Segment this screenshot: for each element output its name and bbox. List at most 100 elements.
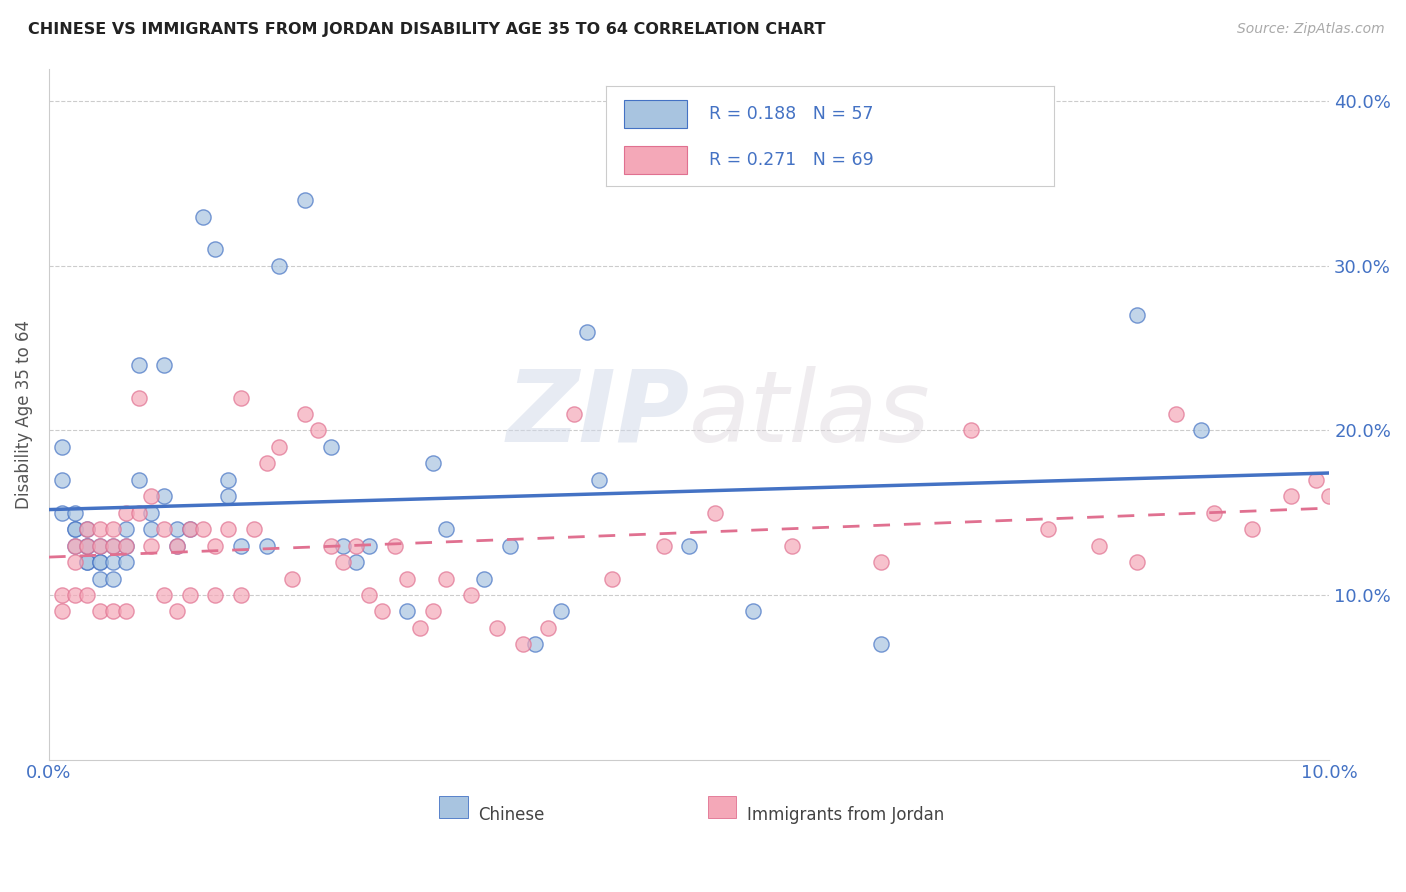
Point	[524, 637, 547, 651]
Point	[434, 522, 457, 536]
Point	[89, 539, 111, 553]
Point	[256, 456, 278, 470]
Point	[141, 522, 163, 536]
Point	[76, 555, 98, 569]
Point	[409, 621, 432, 635]
Point	[179, 588, 201, 602]
Point	[332, 555, 354, 569]
Point	[191, 210, 214, 224]
Point	[153, 588, 176, 602]
Point	[652, 539, 675, 553]
Point	[229, 539, 252, 553]
Text: ZIP: ZIP	[506, 366, 689, 463]
Point	[229, 391, 252, 405]
Point	[101, 539, 124, 553]
Point	[153, 489, 176, 503]
Point	[1279, 489, 1302, 503]
Text: Source: ZipAtlas.com: Source: ZipAtlas.com	[1237, 22, 1385, 37]
Point	[141, 506, 163, 520]
Point	[204, 539, 226, 553]
Point	[51, 506, 73, 520]
Point	[166, 522, 188, 536]
Point	[51, 440, 73, 454]
Point	[344, 539, 367, 553]
Point	[703, 506, 725, 520]
Point	[128, 391, 150, 405]
Point	[499, 539, 522, 553]
Point	[384, 539, 406, 553]
Point	[217, 489, 239, 503]
Point	[166, 539, 188, 553]
Point	[128, 506, 150, 520]
Point	[76, 539, 98, 553]
Point	[51, 588, 73, 602]
Point	[153, 522, 176, 536]
Point	[588, 473, 610, 487]
Point	[1126, 555, 1149, 569]
Bar	[440, 797, 468, 818]
Point	[344, 555, 367, 569]
Point	[307, 424, 329, 438]
Point	[1241, 522, 1264, 536]
Point	[166, 539, 188, 553]
Point	[229, 588, 252, 602]
Bar	[709, 797, 737, 818]
Point	[51, 604, 73, 618]
Point	[114, 539, 136, 553]
Point	[89, 522, 111, 536]
Point	[422, 456, 444, 470]
Point	[89, 572, 111, 586]
Point	[332, 539, 354, 553]
Point	[191, 522, 214, 536]
Point	[1036, 522, 1059, 536]
Point	[396, 572, 419, 586]
Point	[1164, 407, 1187, 421]
Point	[114, 539, 136, 553]
Point	[166, 604, 188, 618]
Point	[204, 243, 226, 257]
Point	[141, 539, 163, 553]
Point	[319, 539, 342, 553]
Point	[294, 407, 316, 421]
Point	[357, 588, 380, 602]
Point	[128, 358, 150, 372]
Point	[76, 588, 98, 602]
Point	[101, 522, 124, 536]
Text: atlas: atlas	[689, 366, 931, 463]
Point	[870, 637, 893, 651]
Point	[600, 572, 623, 586]
Point	[114, 555, 136, 569]
Point	[243, 522, 266, 536]
Point	[742, 604, 765, 618]
Point	[575, 325, 598, 339]
Point	[550, 604, 572, 618]
Point	[281, 572, 304, 586]
Point	[76, 522, 98, 536]
Point	[1202, 506, 1225, 520]
Point	[1189, 424, 1212, 438]
Point	[1088, 539, 1111, 553]
Point	[63, 588, 86, 602]
Point	[217, 522, 239, 536]
Point	[256, 539, 278, 553]
Point	[89, 539, 111, 553]
Point	[114, 604, 136, 618]
Text: CHINESE VS IMMIGRANTS FROM JORDAN DISABILITY AGE 35 TO 64 CORRELATION CHART: CHINESE VS IMMIGRANTS FROM JORDAN DISABI…	[28, 22, 825, 37]
Point	[371, 604, 394, 618]
Point	[780, 539, 803, 553]
Point	[76, 539, 98, 553]
Point	[204, 588, 226, 602]
Point	[269, 259, 291, 273]
Point	[101, 604, 124, 618]
Point	[269, 440, 291, 454]
Point	[396, 604, 419, 618]
Point	[63, 522, 86, 536]
Point	[89, 555, 111, 569]
Point	[114, 506, 136, 520]
Point	[63, 506, 86, 520]
Y-axis label: Disability Age 35 to 64: Disability Age 35 to 64	[15, 319, 32, 508]
Point	[422, 604, 444, 618]
Point	[1317, 489, 1340, 503]
Point	[319, 440, 342, 454]
Point	[76, 555, 98, 569]
